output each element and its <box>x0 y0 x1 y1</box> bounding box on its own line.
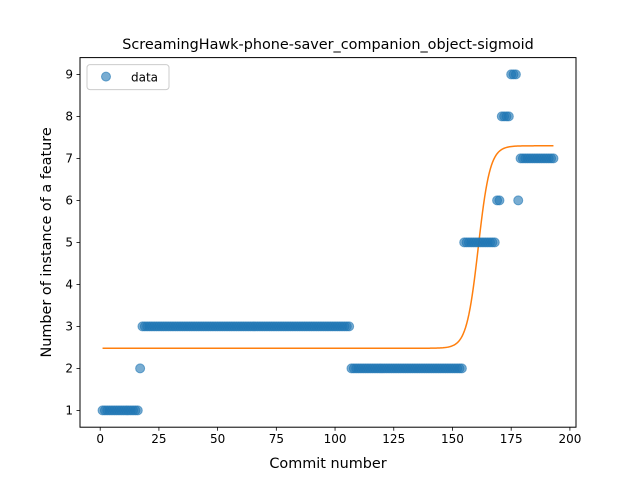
points-layer <box>97 69 559 416</box>
y-tick-label: 8 <box>65 110 73 124</box>
y-tick-label: 1 <box>65 404 73 418</box>
x-axis-label: Commit number <box>269 456 386 472</box>
data-point <box>456 363 467 374</box>
data-point <box>344 321 355 332</box>
x-tick-label: 100 <box>324 432 347 446</box>
y-tick-label: 4 <box>65 278 73 292</box>
data-point <box>489 237 500 248</box>
x-tick-label: 150 <box>441 432 464 446</box>
x-tick-label: 25 <box>151 432 166 446</box>
x-tick-label: 50 <box>210 432 225 446</box>
legend-marker <box>101 71 111 82</box>
y-tick-label: 5 <box>65 236 73 250</box>
x-tick-label: 0 <box>96 432 104 446</box>
legend-box <box>86 64 170 91</box>
data-point <box>503 111 514 122</box>
data-point <box>510 69 521 80</box>
legend-entry-data: data <box>131 71 158 85</box>
y-axis-ticks: 1 2 3 4 5 6 7 8 9 <box>65 68 80 418</box>
x-tick-label: 200 <box>558 432 581 446</box>
y-axis-label: Number of instance of a feature <box>39 127 55 357</box>
legend: data <box>86 64 170 91</box>
x-tick-label: 175 <box>500 432 523 446</box>
data-point <box>135 363 146 374</box>
data-point <box>513 195 524 206</box>
data-point <box>548 153 559 164</box>
x-axis-ticks: 0 25 50 75 100 125 150 175 200 <box>96 427 581 446</box>
data-point <box>494 195 505 206</box>
y-tick-label: 3 <box>65 320 73 334</box>
y-tick-label: 2 <box>65 362 73 376</box>
x-tick-label: 75 <box>269 432 284 446</box>
x-tick-label: 125 <box>382 432 405 446</box>
y-tick-label: 9 <box>65 68 73 82</box>
y-tick-label: 6 <box>65 194 73 208</box>
chart-title: ScreamingHawk-phone-saver_companion_obje… <box>122 37 534 53</box>
y-tick-label: 7 <box>65 152 73 166</box>
data-point <box>132 405 143 416</box>
